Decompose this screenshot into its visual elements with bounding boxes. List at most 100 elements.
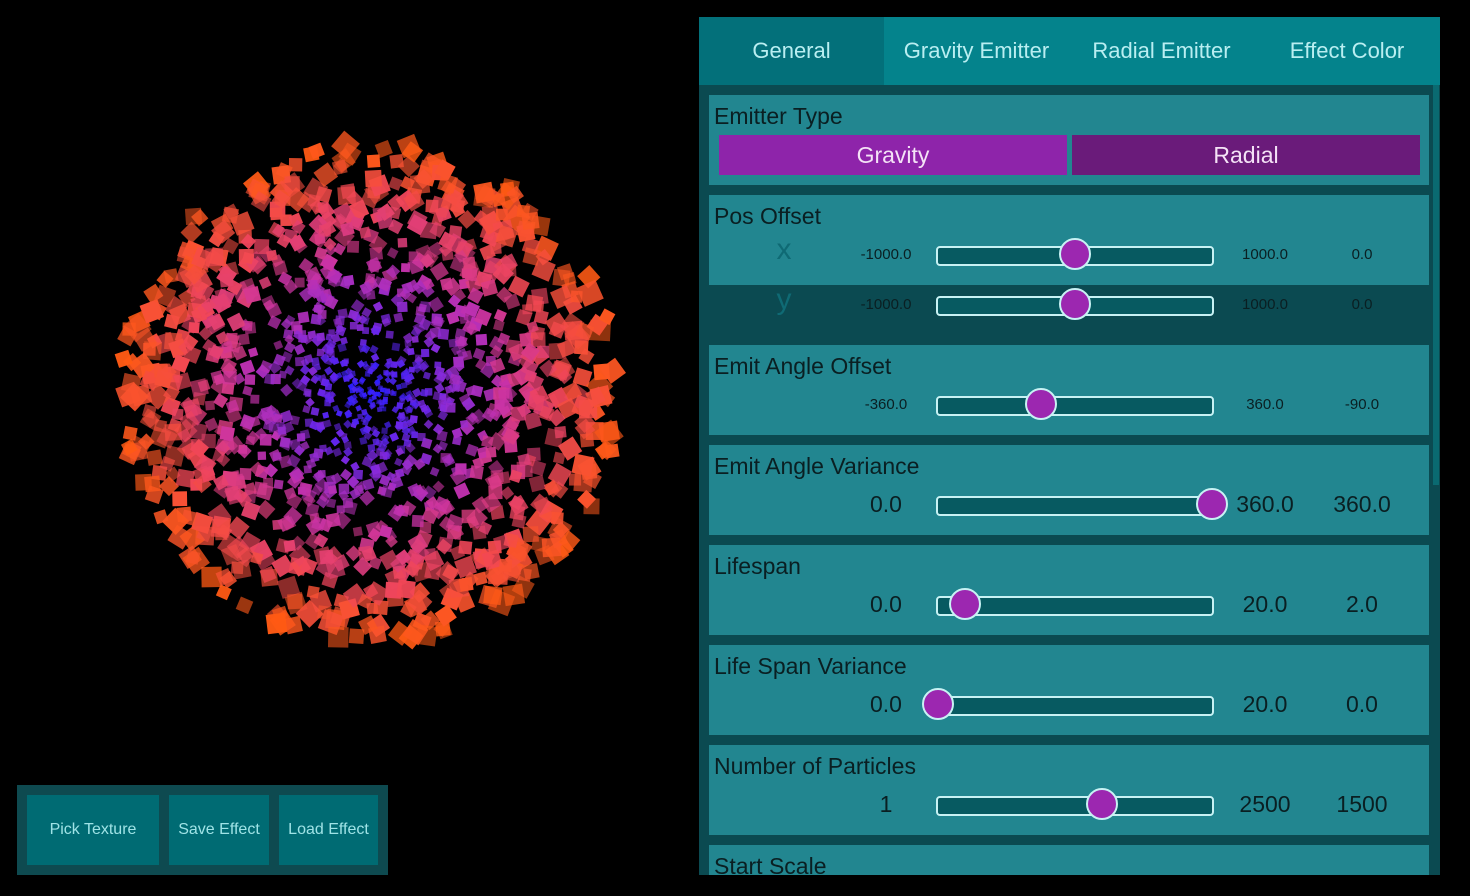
particle: [286, 492, 303, 509]
particle: [226, 516, 250, 540]
particle: [341, 369, 349, 378]
particle: [467, 287, 484, 304]
particle: [367, 367, 374, 375]
particle: [185, 550, 201, 565]
particle: [350, 461, 360, 472]
tab-general[interactable]: General: [699, 17, 884, 85]
number-of-particles-min: 1: [879, 791, 893, 817]
save-effect-button[interactable]: Save Effect: [169, 795, 269, 865]
particle: [142, 341, 162, 361]
particle: [521, 211, 540, 231]
particle: [363, 583, 379, 599]
particle: [287, 593, 303, 610]
tab-bar: General Gravity Emitter Radial Emitter E…: [699, 17, 1440, 85]
particle: [208, 344, 224, 360]
particle: [239, 467, 252, 481]
particle: [120, 438, 138, 456]
particle: [200, 456, 216, 472]
particle: [439, 583, 456, 600]
particle: [372, 438, 380, 446]
particle: [333, 422, 342, 431]
pos-offset-x-slider[interactable]: [936, 238, 1214, 270]
particle: [435, 538, 452, 555]
particle: [320, 220, 337, 237]
slider-thumb[interactable]: [949, 588, 982, 620]
particle: [500, 486, 515, 500]
particle: [308, 230, 325, 247]
particle: [177, 428, 192, 444]
particle: [506, 185, 524, 204]
particle: [269, 207, 283, 221]
pick-texture-button[interactable]: Pick Texture: [27, 795, 159, 865]
particle: [239, 359, 256, 376]
slider-thumb[interactable]: [1196, 488, 1228, 520]
emit-angle-variance-slider[interactable]: [936, 488, 1228, 520]
emit-angle-offset-max: 360.0: [1246, 396, 1284, 413]
particle: [348, 628, 365, 644]
particle: [497, 332, 511, 346]
tab-effect-color[interactable]: Effect Color: [1289, 38, 1405, 63]
particle: [260, 405, 275, 420]
particle: [421, 506, 440, 525]
emitter-type-gravity-button[interactable]: Gravity: [719, 135, 1067, 175]
particle: [289, 415, 300, 426]
particle: [374, 139, 393, 159]
emitter-type-radial-button[interactable]: Radial: [1072, 135, 1420, 175]
particle: [429, 466, 440, 477]
particle: [585, 386, 606, 408]
particle: [472, 347, 486, 361]
particle: [359, 281, 373, 295]
particle: [330, 472, 343, 485]
emit-angle-offset-slider[interactable]: [936, 388, 1214, 420]
number-of-particles-slider[interactable]: [936, 788, 1214, 820]
particle: [324, 383, 333, 391]
particle: [203, 312, 226, 335]
particle: [303, 388, 312, 397]
particle: [394, 504, 406, 516]
load-effect-button[interactable]: Load Effect: [279, 795, 378, 865]
tab-radial-emitter[interactable]: Radial Emitter: [1092, 38, 1231, 63]
panel-scrollbar[interactable]: [1433, 85, 1439, 485]
particle: [411, 514, 425, 528]
slider-thumb[interactable]: [1024, 388, 1057, 420]
particle: [200, 297, 217, 313]
particle: [470, 384, 484, 398]
slider-thumb[interactable]: [1086, 788, 1119, 820]
particle: [259, 433, 272, 446]
slider-thumb[interactable]: [922, 688, 954, 720]
particle: [335, 324, 345, 333]
particle: [262, 419, 275, 432]
particle: [576, 279, 604, 307]
particle: [594, 419, 624, 450]
particle: [266, 249, 278, 262]
particle: [240, 233, 257, 250]
particle: [191, 247, 215, 271]
pos-offset-y-slider[interactable]: [936, 288, 1214, 320]
particle: [434, 366, 445, 378]
particle: [339, 336, 348, 345]
life-span-variance-slider[interactable]: [922, 688, 1214, 720]
particle: [331, 130, 360, 160]
tab-gravity-emitter[interactable]: Gravity Emitter: [903, 38, 1050, 63]
slider-thumb[interactable]: [1059, 288, 1091, 320]
particle: [369, 401, 376, 408]
particle: [455, 463, 467, 475]
lifespan-slider[interactable]: [936, 588, 1214, 620]
particle: [465, 412, 480, 427]
particle: [250, 191, 272, 212]
slider-thumb[interactable]: [1059, 238, 1091, 270]
particle: [376, 406, 383, 413]
particle: [180, 221, 203, 244]
particle: [383, 370, 389, 376]
particle: [487, 431, 507, 451]
particle: [381, 387, 387, 393]
particle: [401, 458, 414, 471]
particle: [556, 263, 575, 281]
particle: [386, 247, 399, 259]
slider-track: [936, 596, 1214, 616]
particle: [297, 311, 310, 324]
particle: [415, 485, 429, 499]
particle: [156, 427, 178, 449]
particle: [357, 413, 364, 420]
particle: [343, 500, 358, 516]
